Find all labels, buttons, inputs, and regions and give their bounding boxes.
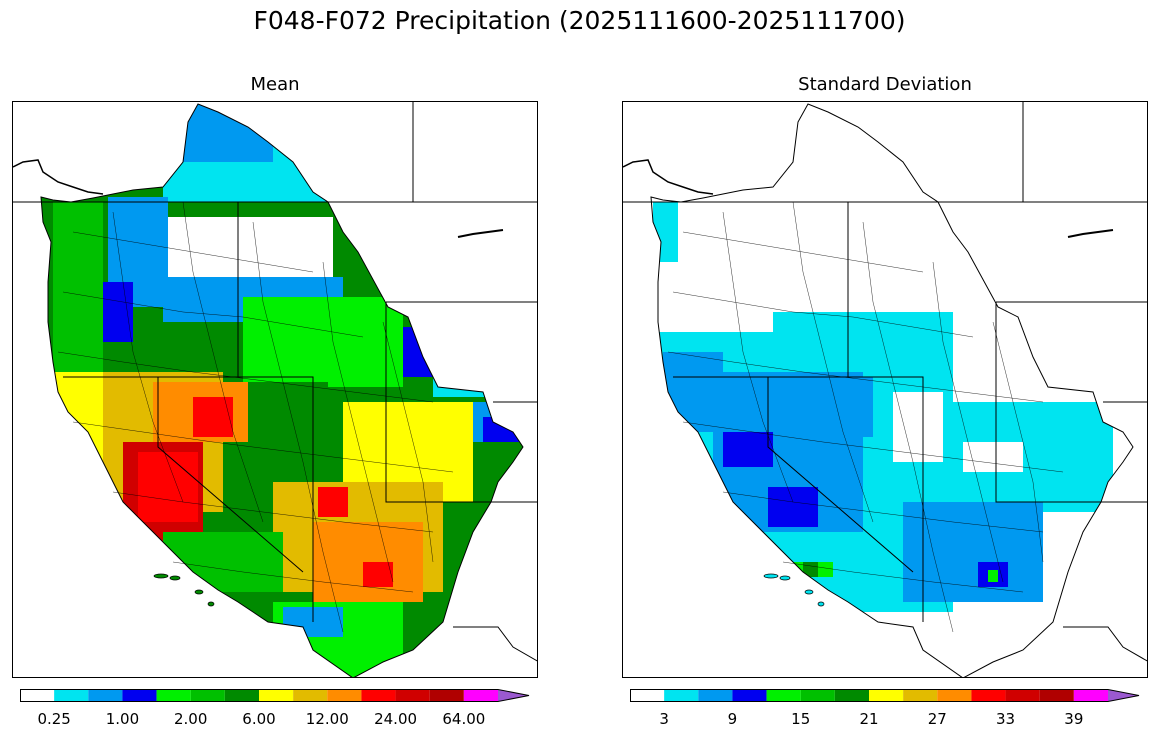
colorbar-bin [395, 689, 430, 702]
colorbar-tick-label: 12.00 [305, 710, 349, 728]
colorbar-bin [327, 689, 362, 702]
colorbar-extend-arrow [498, 689, 529, 702]
stddev-colorbar [630, 689, 1140, 702]
colorbar-bin [88, 689, 123, 702]
colorbar-bin [20, 689, 55, 702]
colorbar-tick-label: 6.00 [242, 710, 276, 728]
stddev-map [622, 101, 1148, 678]
colorbar-tick-label: 3 [659, 710, 669, 728]
colorbar-bin [122, 689, 157, 702]
colorbar-bin [869, 689, 904, 702]
colorbar-tick-label: 21 [859, 710, 879, 728]
colorbar-bin [293, 689, 328, 702]
colorbar-bin [971, 689, 1006, 702]
colorbar-bin [664, 689, 699, 702]
colorbar-tick-label: 2.00 [174, 710, 208, 728]
colorbar-bin [259, 689, 294, 702]
colorbar-bin [766, 689, 801, 702]
colorbar-bin [630, 689, 665, 702]
mean-panel-title: Mean [250, 74, 300, 95]
stddev-panel-title: Standard Deviation [798, 74, 972, 95]
figure-title: F048-F072 Precipitation (2025111600-2025… [253, 6, 906, 35]
colorbar-tick-label: 24.00 [374, 710, 418, 728]
colorbar-tick-label: 27 [927, 710, 947, 728]
colorbar-bin [54, 689, 89, 702]
colorbar-tick-label: 0.25 [37, 710, 71, 728]
colorbar-bin [1039, 689, 1074, 702]
colorbar-bin [463, 689, 498, 702]
colorbar-bin [903, 689, 938, 702]
colorbar-bin [834, 689, 869, 702]
colorbar-bin [698, 689, 733, 702]
mean-colorbar [20, 689, 530, 702]
colorbar-tick-label: 9 [727, 710, 738, 728]
mean-map [12, 101, 538, 678]
colorbar-bin [1005, 689, 1040, 702]
colorbar-tick-label: 15 [791, 710, 811, 728]
colorbar-bin [937, 689, 972, 702]
colorbar-bin [1073, 689, 1108, 702]
colorbar-tick-label: 64.00 [442, 710, 486, 728]
colorbar-bin [190, 689, 225, 702]
colorbar-bin [732, 689, 767, 702]
colorbar-bin [156, 689, 191, 702]
colorbar-bin [429, 689, 464, 702]
colorbar-tick-label: 39 [1064, 710, 1084, 728]
colorbar-extend-arrow [1108, 689, 1139, 702]
colorbar-bin [361, 689, 396, 702]
colorbar-bin [224, 689, 259, 702]
colorbar-bin [800, 689, 835, 702]
colorbar-tick-label: 33 [996, 710, 1016, 728]
colorbar-tick-label: 1.00 [105, 710, 140, 728]
